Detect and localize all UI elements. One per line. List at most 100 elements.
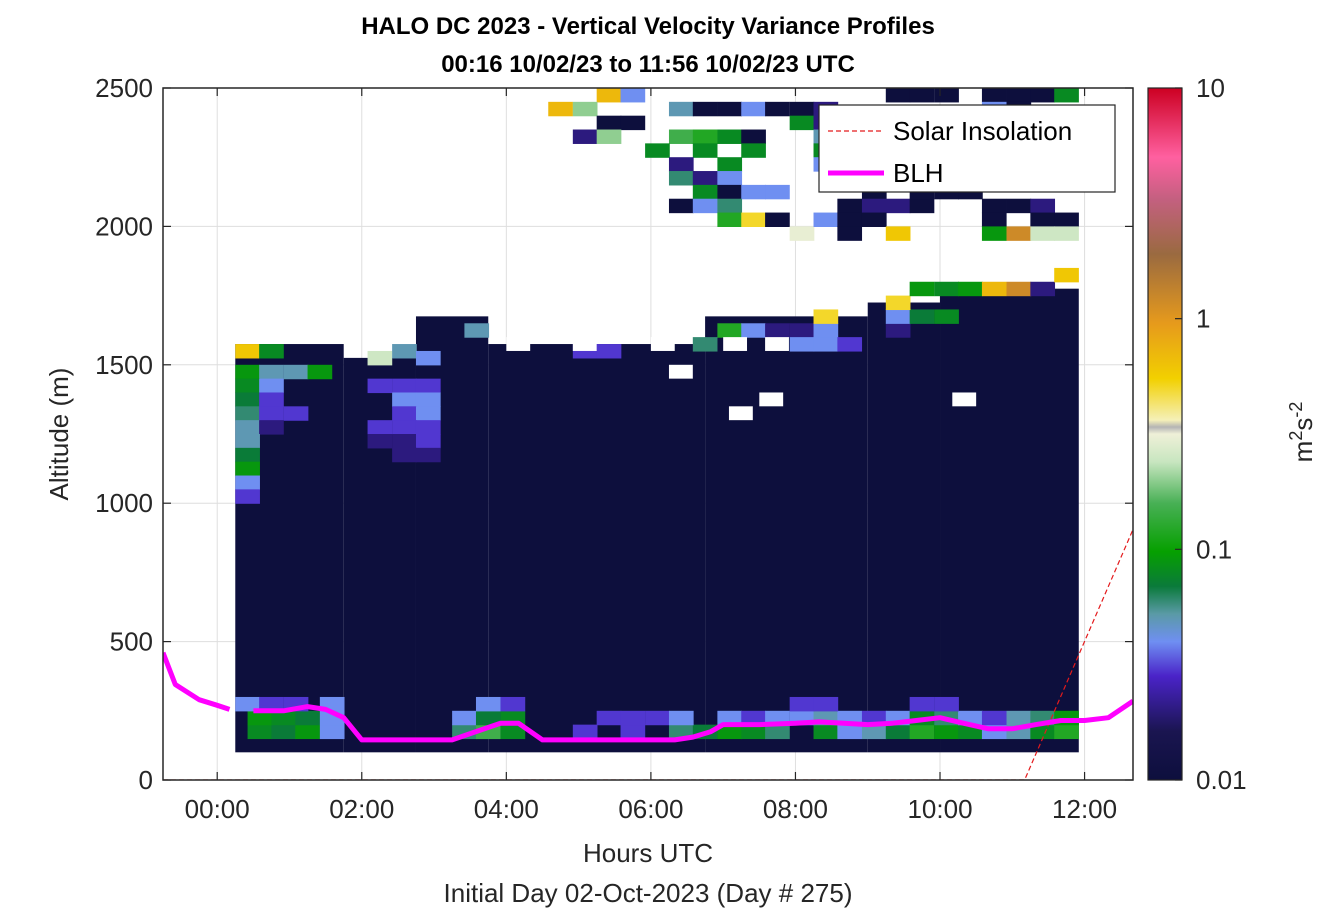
variance-cell-high	[692, 198, 718, 214]
variance-cell-low	[1030, 724, 1056, 740]
colorbar-tick-label: 0.01	[1196, 765, 1247, 795]
variance-cell-upper	[235, 378, 260, 394]
variance-cell-upper	[392, 434, 417, 449]
variance-cell-high	[1030, 226, 1056, 241]
variance-cell-upper	[259, 420, 284, 435]
variance-cell-high	[1054, 226, 1079, 241]
x-axis-label: Hours UTC	[583, 838, 713, 868]
variance-cell-low	[596, 710, 622, 726]
variance-cell-high	[572, 101, 598, 117]
variance-cell-high	[909, 88, 935, 103]
variance-gap	[668, 364, 693, 379]
variance-cell-upper	[692, 337, 718, 352]
variance-cell-high	[717, 157, 743, 172]
variance-cell-low	[1006, 710, 1032, 726]
variance-cell-upper	[367, 434, 393, 449]
variance-cell-high	[717, 101, 743, 117]
variance-cell-high	[909, 198, 935, 214]
variance-cell-low	[885, 724, 911, 740]
variance-cell-high	[717, 171, 743, 186]
variance-cell-high	[692, 129, 718, 144]
variance-cell-upper	[415, 350, 441, 366]
variance-cell-upper	[235, 344, 260, 359]
variance-cell-upper	[885, 309, 911, 324]
variance-cell-high	[596, 129, 622, 144]
y-tick-label: 1000	[95, 488, 153, 518]
variance-cell-low	[1054, 724, 1079, 740]
variance-cell-high	[668, 171, 694, 186]
variance-cell-upper	[392, 344, 417, 359]
variance-cell-low	[909, 696, 935, 712]
y-tick-label: 1500	[95, 350, 153, 380]
variance-cell-upper	[813, 337, 839, 352]
variance-gap	[759, 392, 784, 407]
variance-cell-high	[572, 129, 598, 144]
variance-cell-upper	[885, 295, 911, 311]
variance-cell-upper	[885, 323, 911, 338]
variance-cell-upper	[958, 281, 983, 297]
variance-cell-upper	[909, 309, 935, 324]
variance-cell-low	[572, 724, 598, 740]
variance-cell-upper	[235, 434, 260, 449]
variance-cell-high	[717, 129, 743, 144]
y-axis-label: Altitude (m)	[44, 368, 74, 501]
variance-cell-high	[1054, 88, 1079, 103]
variance-cell-low	[247, 710, 273, 726]
colorbar-tick-label: 0.1	[1196, 534, 1232, 564]
variance-cell-high	[692, 171, 718, 186]
blh-line-segment-2	[253, 699, 1133, 743]
legend-box	[818, 104, 1116, 193]
variance-cell-high	[1054, 212, 1079, 227]
variance-cell-high	[837, 198, 863, 214]
variance-gap	[572, 337, 597, 351]
variance-gap	[728, 406, 753, 421]
variance-cell-low	[668, 710, 694, 726]
variance-cell-high	[1006, 226, 1032, 241]
variance-cell-high	[1030, 88, 1056, 103]
y-tick-label: 0	[139, 765, 153, 795]
variance-cell-low	[271, 724, 297, 740]
variance-cell-low	[741, 724, 766, 740]
variance-cell-upper	[259, 406, 284, 421]
variance-cell-high	[692, 184, 718, 200]
x-tick-label: 08:00	[763, 794, 828, 824]
variance-cell-upper	[934, 281, 959, 297]
variance-cell-high	[789, 101, 815, 117]
variance-cell-low	[475, 696, 501, 712]
x-tick-label: 02:00	[329, 794, 394, 824]
blh-line-segment-1	[163, 651, 231, 712]
variance-cell-upper	[789, 337, 815, 352]
y-tick-label: 500	[110, 627, 153, 657]
variance-cell-upper	[741, 323, 766, 338]
variance-cell-low	[837, 724, 863, 740]
variance-cell-high	[620, 88, 646, 103]
variance-cell-upper	[1006, 281, 1032, 297]
variance-cell-upper	[283, 406, 309, 421]
x-tick-label: 00:00	[185, 794, 250, 824]
variance-cell-upper	[813, 323, 839, 338]
colorbar-tick-label: 10	[1196, 73, 1225, 103]
variance-cell-high	[934, 88, 959, 103]
variance-cell-upper	[235, 489, 260, 504]
variance-gap	[506, 337, 531, 351]
variance-cell-low	[861, 724, 887, 740]
variance-cell-high	[596, 88, 622, 103]
variance-cell-upper	[596, 344, 622, 359]
variance-cell-low	[500, 724, 526, 740]
variance-cell-upper	[415, 378, 441, 394]
variance-cell-low	[765, 724, 790, 740]
variance-cell-upper	[981, 281, 1007, 297]
variance-cell-high	[717, 198, 743, 214]
variance-cell-high	[717, 212, 743, 227]
variance-cell-low	[247, 724, 273, 740]
variance-cell-low	[717, 724, 743, 740]
variance-cell-low	[235, 696, 260, 712]
variance-cell-high	[789, 115, 815, 131]
x-tick-label: 10:00	[907, 794, 972, 824]
variance-cell-high	[837, 212, 863, 227]
variance-cell-low	[259, 696, 284, 712]
y-axis: 0 500 1000 1500 2000 2500	[95, 73, 1133, 795]
plot-frame	[162, 87, 1134, 781]
x-tick-label: 12:00	[1052, 794, 1117, 824]
